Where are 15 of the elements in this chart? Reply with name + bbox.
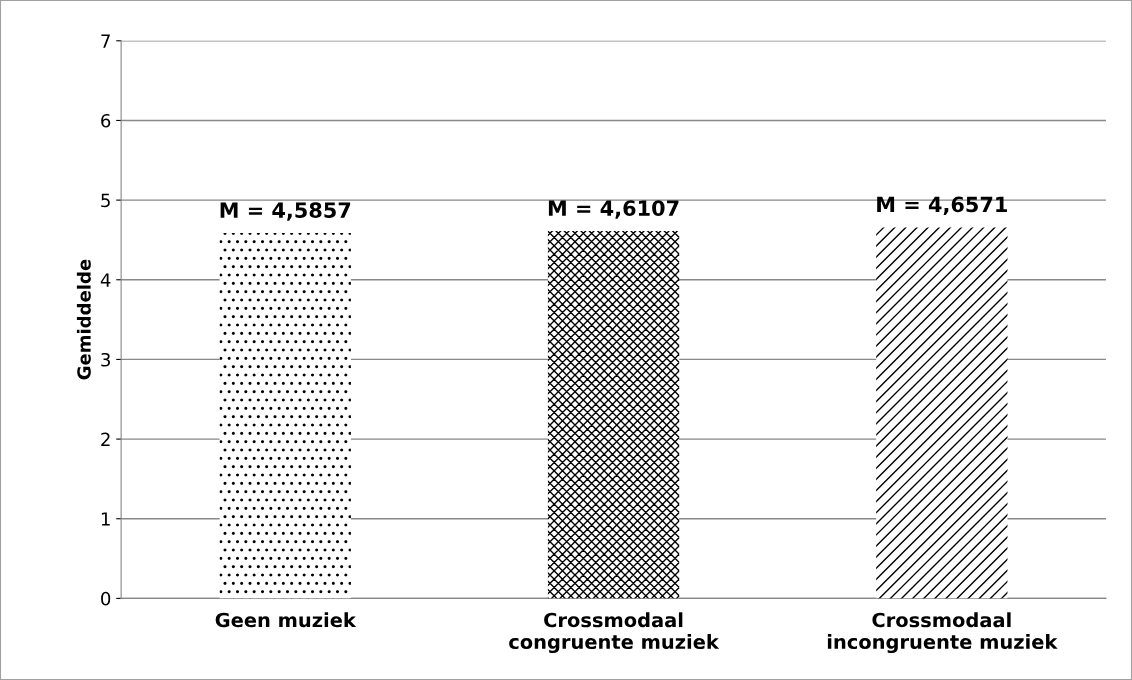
data-label: M = 4,6107 xyxy=(548,200,679,219)
y-tick-label: 5 xyxy=(101,193,110,208)
y-tick-label: 2 xyxy=(101,432,110,446)
y-tick-label: 3 xyxy=(101,352,110,367)
y-tick-label: 7 xyxy=(101,34,110,48)
x-tick-label: Geen muziek xyxy=(215,612,357,628)
data-label: M = 4,6571 xyxy=(877,196,1007,215)
data-label: M = 4,5857 xyxy=(220,202,351,221)
x-tick-label: Crossmodaal incongruente muziek xyxy=(827,612,1058,654)
y-tick-label: 0 xyxy=(101,591,111,606)
y-tick-label: 1 xyxy=(101,512,110,526)
x-tick-label: Crossmodaal congruente muziek xyxy=(509,612,720,654)
y-axis-title: Gemiddelde xyxy=(76,259,91,380)
y-tick-label: 4 xyxy=(100,273,111,287)
y-tick-label: 6 xyxy=(101,113,111,128)
